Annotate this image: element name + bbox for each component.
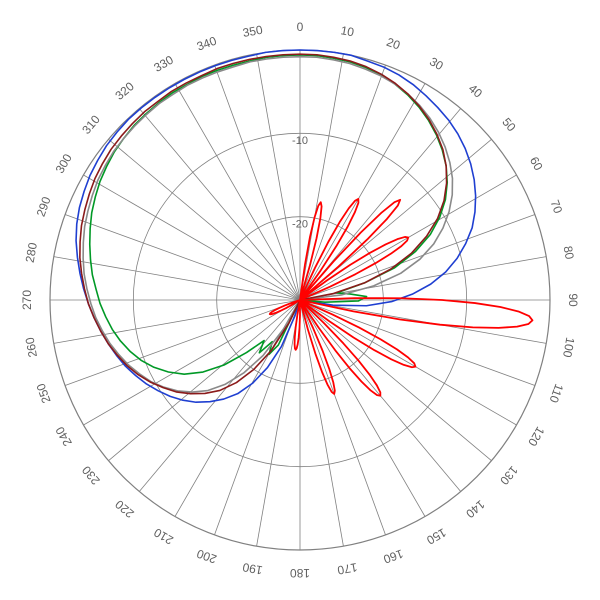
- angle-label: 310: [79, 112, 103, 137]
- angle-label: 50: [499, 115, 519, 134]
- angle-label: 220: [112, 497, 137, 521]
- angle-label: 60: [527, 154, 546, 173]
- angle-label: 190: [241, 560, 263, 577]
- angle-label: 230: [79, 463, 103, 488]
- angle-label: 90: [566, 293, 580, 307]
- radial-label: -20: [292, 219, 308, 231]
- angle-label: 140: [463, 497, 488, 521]
- angle-label: 160: [381, 546, 405, 566]
- angle-label: 30: [427, 54, 446, 73]
- angle-label: 260: [23, 336, 40, 358]
- angle-label: 240: [52, 424, 74, 449]
- angle-label: 0: [297, 20, 304, 34]
- angle-label: 20: [385, 35, 403, 53]
- angle-label: 270: [20, 290, 34, 310]
- angle-label: 320: [112, 79, 137, 103]
- angle-label: 200: [195, 546, 219, 566]
- angle-label: 330: [151, 52, 176, 74]
- angle-label: 280: [23, 241, 40, 263]
- angle-label: 170: [336, 560, 358, 577]
- angle-label: 70: [548, 198, 566, 216]
- angle-label: 40: [466, 81, 485, 101]
- angle-label: 290: [34, 195, 54, 219]
- angle-label: 130: [497, 463, 521, 488]
- angle-label: 120: [525, 424, 547, 449]
- angle-label: 100: [560, 336, 577, 358]
- angle-label: 340: [195, 34, 219, 54]
- angle-label: 210: [151, 525, 176, 547]
- angle-label: 350: [242, 23, 264, 40]
- angle-label: 250: [34, 381, 54, 405]
- angle-label: 180: [290, 566, 310, 580]
- angle-label: 10: [340, 23, 356, 39]
- polar-radiation-chart: 0 10 20 30 40 50 60 70 80 90 100 110 120130 140 150 160…: [0, 0, 600, 600]
- angle-label: 150: [424, 525, 449, 547]
- pattern-red-lobes: [270, 199, 533, 396]
- angle-label: 110: [546, 382, 566, 405]
- angle-label: 300: [53, 151, 75, 176]
- angle-label: 80: [561, 245, 577, 261]
- radial-label: -10: [292, 135, 308, 147]
